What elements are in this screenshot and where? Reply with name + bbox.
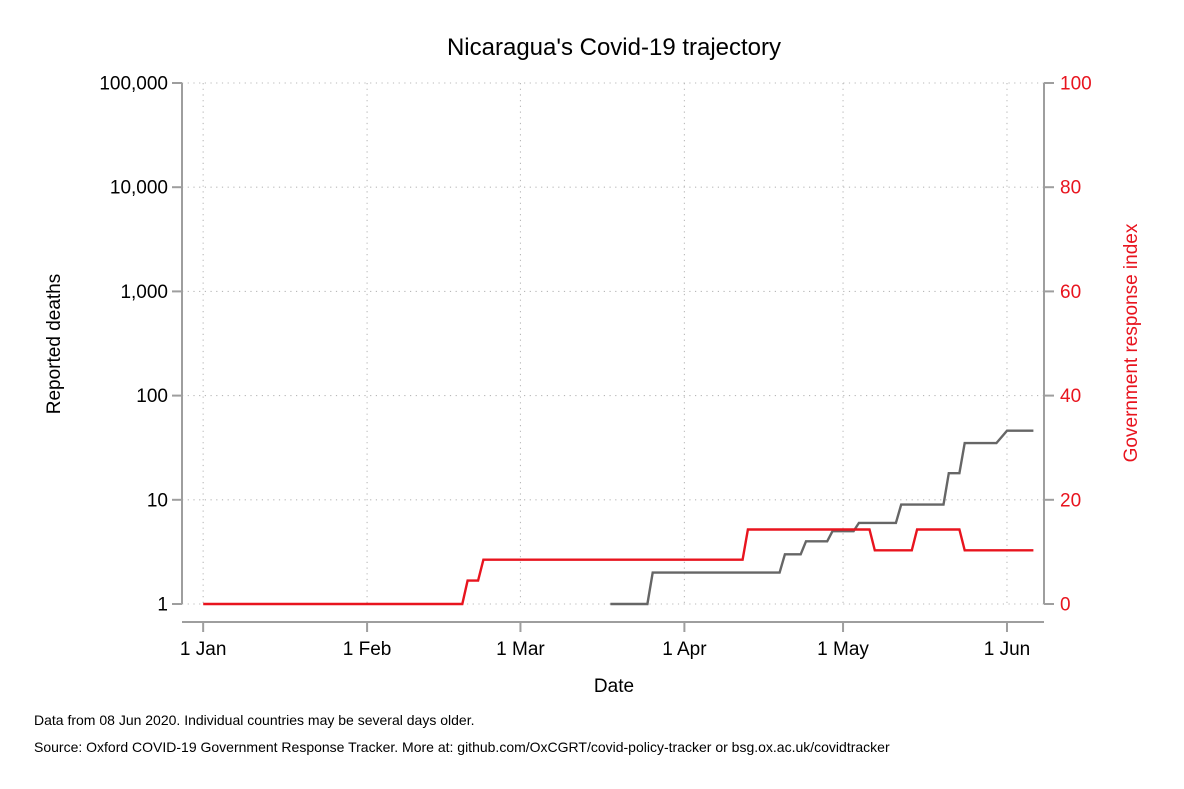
axes: 1 10 100 1,000 10,000 100,000 0 20 40 60 80 100 1 Ja… — [99, 74, 1091, 661]
y-right-tick-label: 100 — [1060, 74, 1092, 95]
x-tick-label: 1 Mar — [496, 639, 545, 660]
deaths-series-line — [610, 429, 1034, 606]
y-left-tick-label: 1,000 — [120, 282, 168, 303]
y-right-tick-label: 80 — [1060, 178, 1081, 199]
x-axis-label: Date — [594, 676, 634, 697]
x-tick-label: 1 Apr — [662, 639, 707, 660]
data-date-note: Data from 08 Jun 2020. Individual countr… — [34, 712, 475, 728]
y-left-tick-label: 1 — [157, 595, 168, 616]
y-axis-label-left: Reported deaths — [44, 274, 65, 415]
y-right-tick-label: 40 — [1060, 386, 1081, 407]
y-right-tick-label: 60 — [1060, 282, 1081, 303]
source-note: Source: Oxford COVID-19 Government Respo… — [34, 739, 890, 755]
x-tick-label: 1 Jun — [984, 639, 1030, 660]
y-right-tick-label: 20 — [1060, 490, 1081, 511]
response-index-series-line — [203, 528, 1034, 606]
x-tick-label: 1 Jan — [180, 639, 226, 660]
x-tick-label: 1 Feb — [343, 639, 392, 660]
y-left-tick-label: 100,000 — [99, 74, 168, 95]
y-left-tick-label: 10,000 — [110, 178, 168, 199]
gridlines — [182, 82, 1044, 605]
chart-title: Nicaragua's Covid-19 trajectory — [447, 34, 781, 61]
y-left-tick-label: 10 — [147, 490, 168, 511]
y-right-tick-label: 0 — [1060, 595, 1071, 616]
series-lines — [203, 429, 1034, 606]
y-axis-label-right: Government response index — [1121, 223, 1142, 462]
x-tick-label: 1 May — [817, 639, 869, 660]
y-left-tick-label: 100 — [136, 386, 168, 407]
